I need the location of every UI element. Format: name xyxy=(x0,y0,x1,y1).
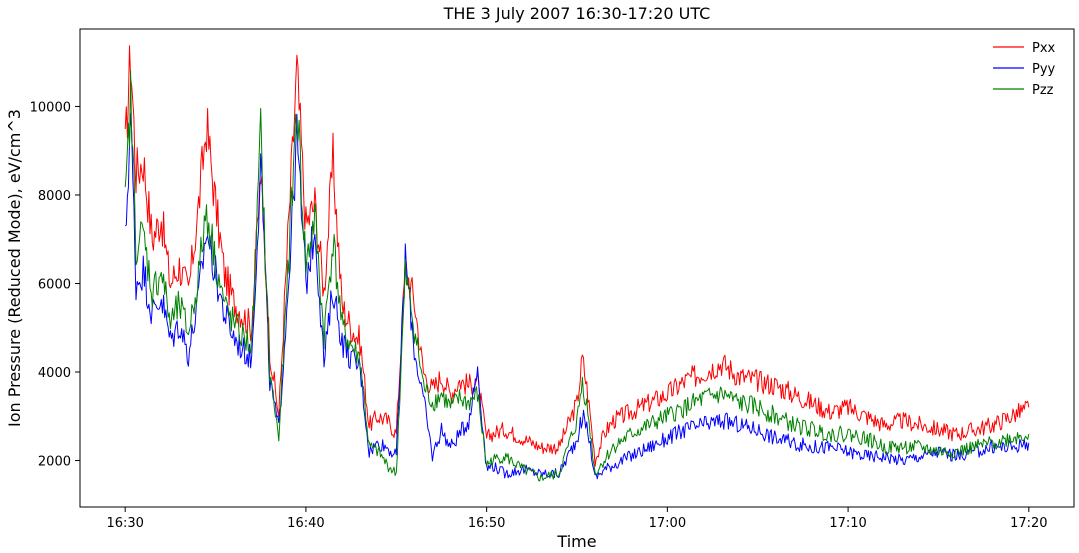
x-tick-label: 16:50 xyxy=(468,516,505,531)
series-line-pzz xyxy=(124,70,1030,482)
chart-title: THE 3 July 2007 16:30-17:20 UTC xyxy=(443,4,711,23)
legend: Pxx Pyy Pzz xyxy=(993,41,1056,98)
x-tick-label: 16:30 xyxy=(106,516,143,531)
y-tick-label: 6000 xyxy=(38,277,71,292)
y-tick-label: 4000 xyxy=(38,366,71,381)
legend-label-pxx: Pxx xyxy=(1032,41,1056,56)
series-line-pyy xyxy=(124,113,1030,480)
x-tick-label: 17:20 xyxy=(1010,516,1047,531)
legend-label-pyy: Pyy xyxy=(1032,62,1056,77)
x-axis: 16:30 16:40 16:50 17:00 17:10 17:20 xyxy=(106,507,1048,531)
x-tick-label: 17:00 xyxy=(649,516,686,531)
y-axis-title: Ion Pressure (Reduced Mode), eV/cm^3 xyxy=(5,109,24,427)
y-tick-label: 10000 xyxy=(30,100,71,115)
x-tick-label: 16:40 xyxy=(287,516,324,531)
y-tick-label: 2000 xyxy=(38,455,71,470)
x-axis-title: Time xyxy=(556,532,596,551)
x-tick-label: 17:10 xyxy=(829,516,866,531)
y-tick-label: 8000 xyxy=(38,189,71,204)
series-line-pxx xyxy=(124,45,1030,467)
series-lines xyxy=(124,45,1030,482)
legend-label-pzz: Pzz xyxy=(1032,83,1054,98)
y-axis: 2000 4000 6000 8000 10000 xyxy=(30,100,80,470)
plot-frame xyxy=(79,28,1075,508)
